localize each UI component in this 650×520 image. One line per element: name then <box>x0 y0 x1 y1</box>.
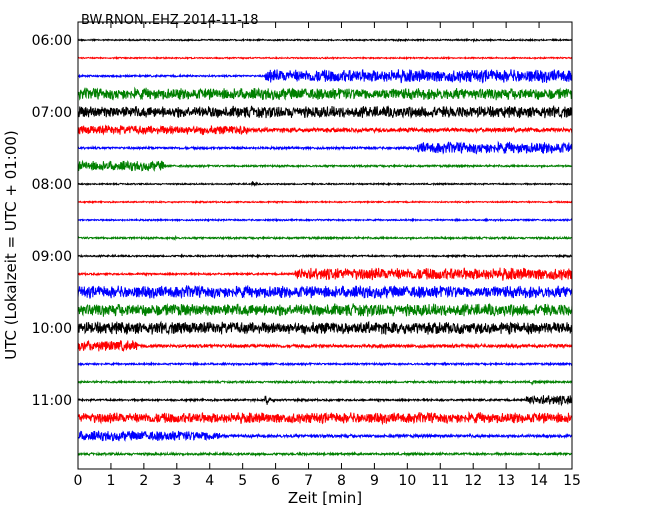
x-tick-label-11: 11 <box>431 473 449 489</box>
x-tick-label-2: 2 <box>139 473 148 489</box>
x-tick-label-0: 0 <box>74 473 83 489</box>
x-tick-label-15: 15 <box>563 473 581 489</box>
trace-0815 <box>78 199 572 205</box>
trace-0645 <box>78 86 572 101</box>
x-tick-label-4: 4 <box>205 473 214 489</box>
trace-0915 <box>78 267 572 281</box>
trace-1100 <box>78 395 572 407</box>
trace-0800 <box>78 181 572 187</box>
trace-1015 <box>78 339 572 353</box>
trace-0845 <box>78 234 572 242</box>
y-axis-label: UTC (Lokalzeit = UTC + 01:00) <box>2 130 20 360</box>
x-tick-label-1: 1 <box>106 473 115 489</box>
trace-0900 <box>78 253 572 259</box>
trace-0945 <box>78 302 572 318</box>
x-tick-label-14: 14 <box>530 473 548 489</box>
trace-1045 <box>78 379 572 386</box>
y-tick-label-0: 06:00 <box>32 33 72 49</box>
x-axis: 0 1 2 3 4 5 6 7 8 9 10 11 12 13 14 15 <box>74 22 581 489</box>
trace-0930 <box>78 284 572 300</box>
x-tick-label-13: 13 <box>497 473 515 489</box>
y-tick-label-2: 08:00 <box>32 177 72 193</box>
x-tick-label-5: 5 <box>238 473 247 489</box>
x-tick-label-6: 6 <box>271 473 280 489</box>
trace-1000 <box>78 320 572 336</box>
x-tick-label-10: 10 <box>398 473 416 489</box>
y-axis: 06:00 07:00 08:00 09:00 10:00 11:00 <box>32 33 572 409</box>
chart-title: BW.RNON..EHZ 2014-11-18 <box>81 13 259 28</box>
trace-1030 <box>78 361 572 367</box>
trace-0745 <box>78 159 572 172</box>
trace-1145 <box>78 450 572 457</box>
trace-group <box>78 37 572 457</box>
x-tick-label-9: 9 <box>370 473 379 489</box>
plot-frame <box>77 21 573 470</box>
y-tick-label-1: 07:00 <box>32 105 72 121</box>
trace-0730 <box>78 140 572 155</box>
x-tick-label-12: 12 <box>464 473 482 489</box>
y-tick-label-4: 10:00 <box>32 321 72 337</box>
y-tick-label-5: 11:00 <box>32 393 72 409</box>
x-tick-label-8: 8 <box>337 473 346 489</box>
trace-0615 <box>78 55 572 61</box>
trace-1130 <box>78 430 572 442</box>
trace-0600 <box>78 37 572 44</box>
trace-0715 <box>78 124 572 136</box>
x-tick-label-3: 3 <box>172 473 181 489</box>
trace-0630 <box>78 68 572 84</box>
trace-0700 <box>78 104 572 119</box>
y-tick-label-3: 09:00 <box>32 249 72 265</box>
x-axis-label: Zeit [min] <box>288 489 362 507</box>
trace-0830 <box>78 217 572 223</box>
trace-1115 <box>78 410 572 426</box>
x-tick-label-7: 7 <box>304 473 313 489</box>
